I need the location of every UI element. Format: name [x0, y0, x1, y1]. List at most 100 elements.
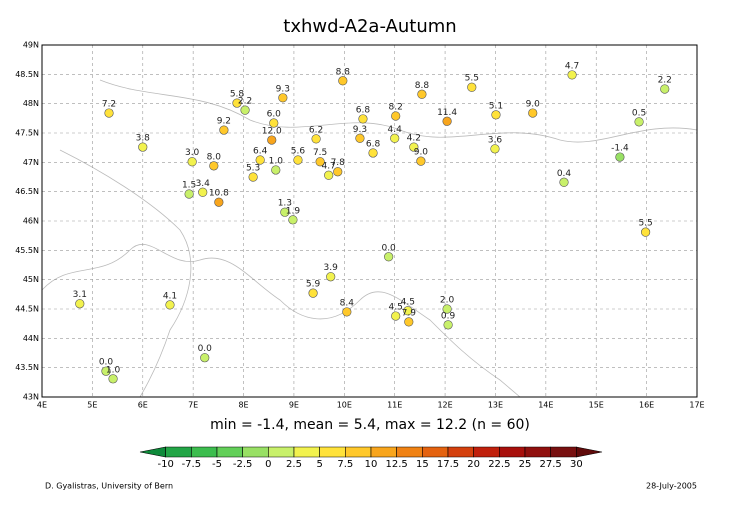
station-point	[660, 84, 670, 94]
station-point	[326, 272, 336, 282]
x-tick-label: 4E	[37, 401, 47, 410]
colorbar-label: -5	[212, 459, 222, 470]
value-label: 6.2	[309, 125, 323, 135]
station-point	[267, 135, 277, 145]
colorbar-label: 15	[416, 459, 429, 470]
station-point	[232, 98, 242, 108]
station-point	[404, 317, 414, 327]
value-label: 7.9	[402, 308, 417, 318]
value-label: 5.5	[638, 219, 652, 229]
value-label: 3.9	[324, 263, 339, 273]
x-tick-label: 17E	[689, 401, 704, 410]
value-label: 4.5	[389, 303, 403, 313]
station-point	[219, 125, 229, 135]
colorbar-cell	[524, 446, 551, 458]
value-label: 0.0	[198, 344, 213, 354]
station-point	[308, 288, 318, 298]
value-label: 7.8	[331, 158, 346, 168]
station-point	[409, 142, 419, 152]
station-point	[278, 93, 288, 103]
station-point	[184, 189, 194, 199]
station-point	[165, 300, 175, 310]
colorbar-cell	[191, 446, 218, 458]
station-point	[293, 155, 303, 165]
value-label: 0.4	[557, 169, 572, 179]
stats: min = -1.4, mean = 5.4, max = 12.2 (n = …	[210, 417, 530, 433]
colorbar-cell	[293, 446, 320, 458]
x-tick-label: 15E	[589, 401, 604, 410]
station-point	[403, 306, 413, 316]
station-point	[390, 133, 400, 143]
value-label: 1.5	[182, 181, 196, 191]
value-label: 4.4	[388, 125, 403, 135]
colorbar-cell	[139, 446, 166, 458]
value-label: 5.8	[230, 90, 245, 100]
y-tick-label: 43N	[23, 393, 39, 402]
value-label: -1.4	[611, 144, 629, 154]
colorbar-label: -2.5	[233, 459, 253, 470]
value-label: 2.0	[440, 296, 455, 306]
map-outline	[41, 79, 698, 398]
x-tick-label: 8E	[238, 401, 248, 410]
colorbar-label: 17.5	[437, 459, 459, 470]
station-point	[209, 161, 219, 171]
colorbar-cell	[165, 446, 192, 458]
value-label: 4.5	[401, 297, 415, 307]
station-point	[324, 170, 334, 180]
station-point	[391, 311, 401, 321]
plot-frame	[41, 44, 698, 398]
station-point	[358, 114, 368, 124]
value-label: 1.0	[269, 156, 284, 166]
value-label: 1.0	[106, 365, 121, 375]
value-label: 5.6	[291, 146, 306, 156]
colorbar-label: 25	[519, 459, 532, 470]
station-point	[490, 144, 500, 154]
x-tick-label: 16E	[639, 401, 654, 410]
footer-left: D. Gyalistras, University of Bern	[45, 482, 173, 491]
station-point	[416, 156, 426, 166]
station-point	[467, 82, 477, 92]
colorbar-label: -10	[157, 459, 173, 470]
station-point	[528, 108, 538, 118]
x-tick-label: 9E	[289, 401, 299, 410]
x-tick-label: 6E	[138, 401, 148, 410]
x-tick-label: 10E	[337, 401, 352, 410]
value-label: 8.0	[207, 152, 222, 162]
station-point	[641, 227, 651, 237]
station-point	[280, 207, 290, 217]
station-point	[108, 374, 118, 384]
value-label: 3.1	[73, 290, 87, 300]
colorbar-cell	[345, 446, 372, 458]
x-tick-label: 5E	[87, 401, 97, 410]
value-label: 8.4	[340, 298, 355, 308]
value-label: 4.2	[407, 134, 421, 144]
station-point	[138, 142, 148, 152]
y-tick-label: 43.5N	[15, 363, 39, 372]
value-label: 3.6	[488, 135, 503, 145]
value-label: 3.0	[185, 148, 200, 158]
value-label: 6.8	[356, 105, 371, 115]
station-point	[75, 299, 85, 309]
x-tick-label: 7E	[188, 401, 198, 410]
x-tick-label: 12E	[437, 401, 452, 410]
value-label: 4.7	[322, 162, 336, 172]
value-label: 10.8	[209, 189, 229, 199]
station-point	[615, 152, 625, 162]
station-point	[417, 89, 427, 99]
y-tick-label: 44.5N	[15, 305, 39, 314]
station-point	[368, 148, 378, 158]
station-point	[567, 70, 577, 80]
value-label: 6.8	[366, 139, 381, 149]
value-label: 8.8	[336, 67, 351, 77]
x-tick-label: 14E	[538, 401, 553, 410]
colorbar-cell	[473, 446, 500, 458]
value-label: 7.5	[313, 148, 327, 158]
station-point	[240, 105, 250, 115]
value-label: 2.2	[658, 76, 672, 86]
colorbar-cell	[499, 446, 526, 458]
y-tick-label: 44N	[23, 334, 39, 343]
value-label: 0.9	[441, 311, 456, 321]
station-point	[269, 118, 279, 128]
value-label: 9.0	[526, 100, 541, 110]
colorbar-label: 30	[570, 459, 583, 470]
